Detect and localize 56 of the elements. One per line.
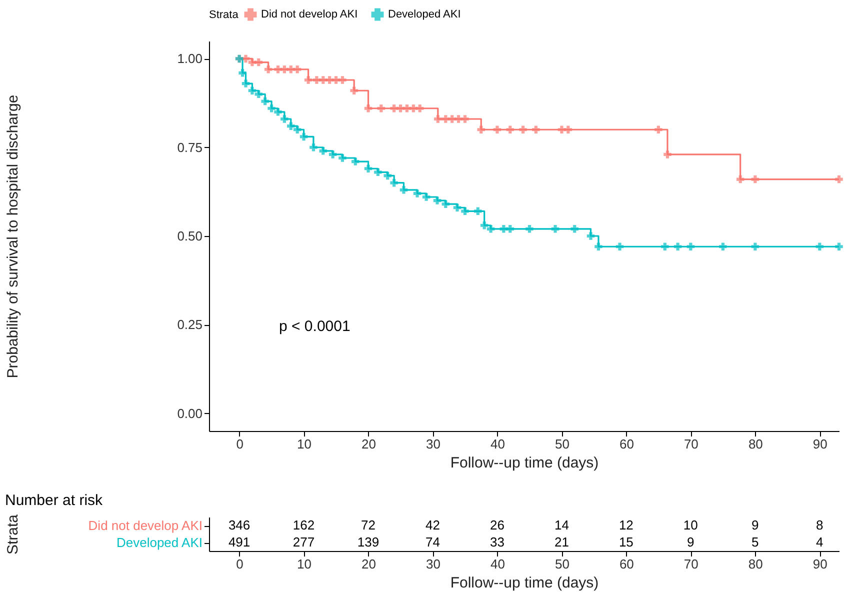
x-axis-title: Follow--up time (days) [450, 454, 599, 472]
annotation: p < 0.0001 [279, 318, 350, 335]
data-label: 21 [554, 534, 569, 550]
y-axis-title: Probability of survival to hospital discharge [4, 94, 22, 378]
data-label: 26 [490, 518, 504, 532]
y-axis-title: Strata [4, 514, 22, 555]
data-label: 8 [816, 518, 824, 532]
x-tick-label: 90 [812, 436, 828, 452]
x-tick-label: 60 [619, 556, 634, 572]
data-label: 15 [618, 534, 634, 550]
x-tick-label: 40 [490, 436, 505, 452]
x-tick-label: 10 [297, 556, 312, 572]
x-tick-label: 80 [748, 556, 763, 572]
x-tick-label: 20 [362, 436, 376, 452]
x-tick-label: 10 [297, 436, 312, 452]
y-tick-label: 0.25 [177, 317, 202, 332]
legend-label: Did not develop AKI [261, 8, 358, 21]
y-tick-label: 1.00 [177, 51, 202, 66]
data-label: 42 [426, 518, 440, 532]
data-label: 74 [426, 534, 440, 550]
data-label: 9 [687, 534, 694, 550]
x-tick-label: 0 [236, 436, 244, 452]
data-label: 277 [292, 534, 315, 550]
x-tick-label: 90 [812, 556, 828, 572]
data-label: 5 [752, 534, 759, 550]
x-tick-label: 80 [748, 436, 763, 452]
x-tick-label: 50 [554, 556, 570, 572]
x-tick-label: 30 [426, 436, 440, 452]
data-label: 162 [292, 518, 315, 532]
x-axis-title: Follow--up time (days) [450, 574, 599, 592]
data-label: 139 [357, 534, 380, 550]
data-label: 10 [683, 518, 698, 532]
y-tick-label: 0.75 [177, 140, 202, 155]
x-tick-label: 60 [619, 436, 634, 452]
data-label: 14 [554, 518, 569, 532]
data-label: 491 [228, 534, 250, 550]
y-tick-label: 0.50 [177, 228, 202, 244]
y-tick-label: Did not develop AKI [88, 518, 202, 533]
y-tick-label: 0.00 [177, 406, 202, 421]
x-tick-label: 70 [684, 556, 698, 572]
data-label: 33 [490, 534, 504, 550]
x-tick-label: 20 [362, 556, 376, 572]
x-tick-label: 70 [684, 436, 698, 452]
data-label: 72 [361, 518, 376, 532]
x-tick-label: 0 [236, 556, 244, 572]
x-tick-label: 30 [426, 556, 440, 572]
data-label: 4 [816, 534, 824, 550]
data-label: 9 [752, 518, 759, 532]
x-tick-label: 50 [554, 436, 570, 452]
text: Number at risk [5, 492, 104, 509]
legend-label: Developed AKI [388, 8, 461, 21]
legend-title: Strata [209, 9, 240, 21]
y-tick-label: Developed AKI [116, 535, 202, 550]
data-label: 12 [618, 518, 634, 532]
data-label: 346 [228, 518, 250, 532]
x-tick-label: 40 [490, 556, 505, 572]
